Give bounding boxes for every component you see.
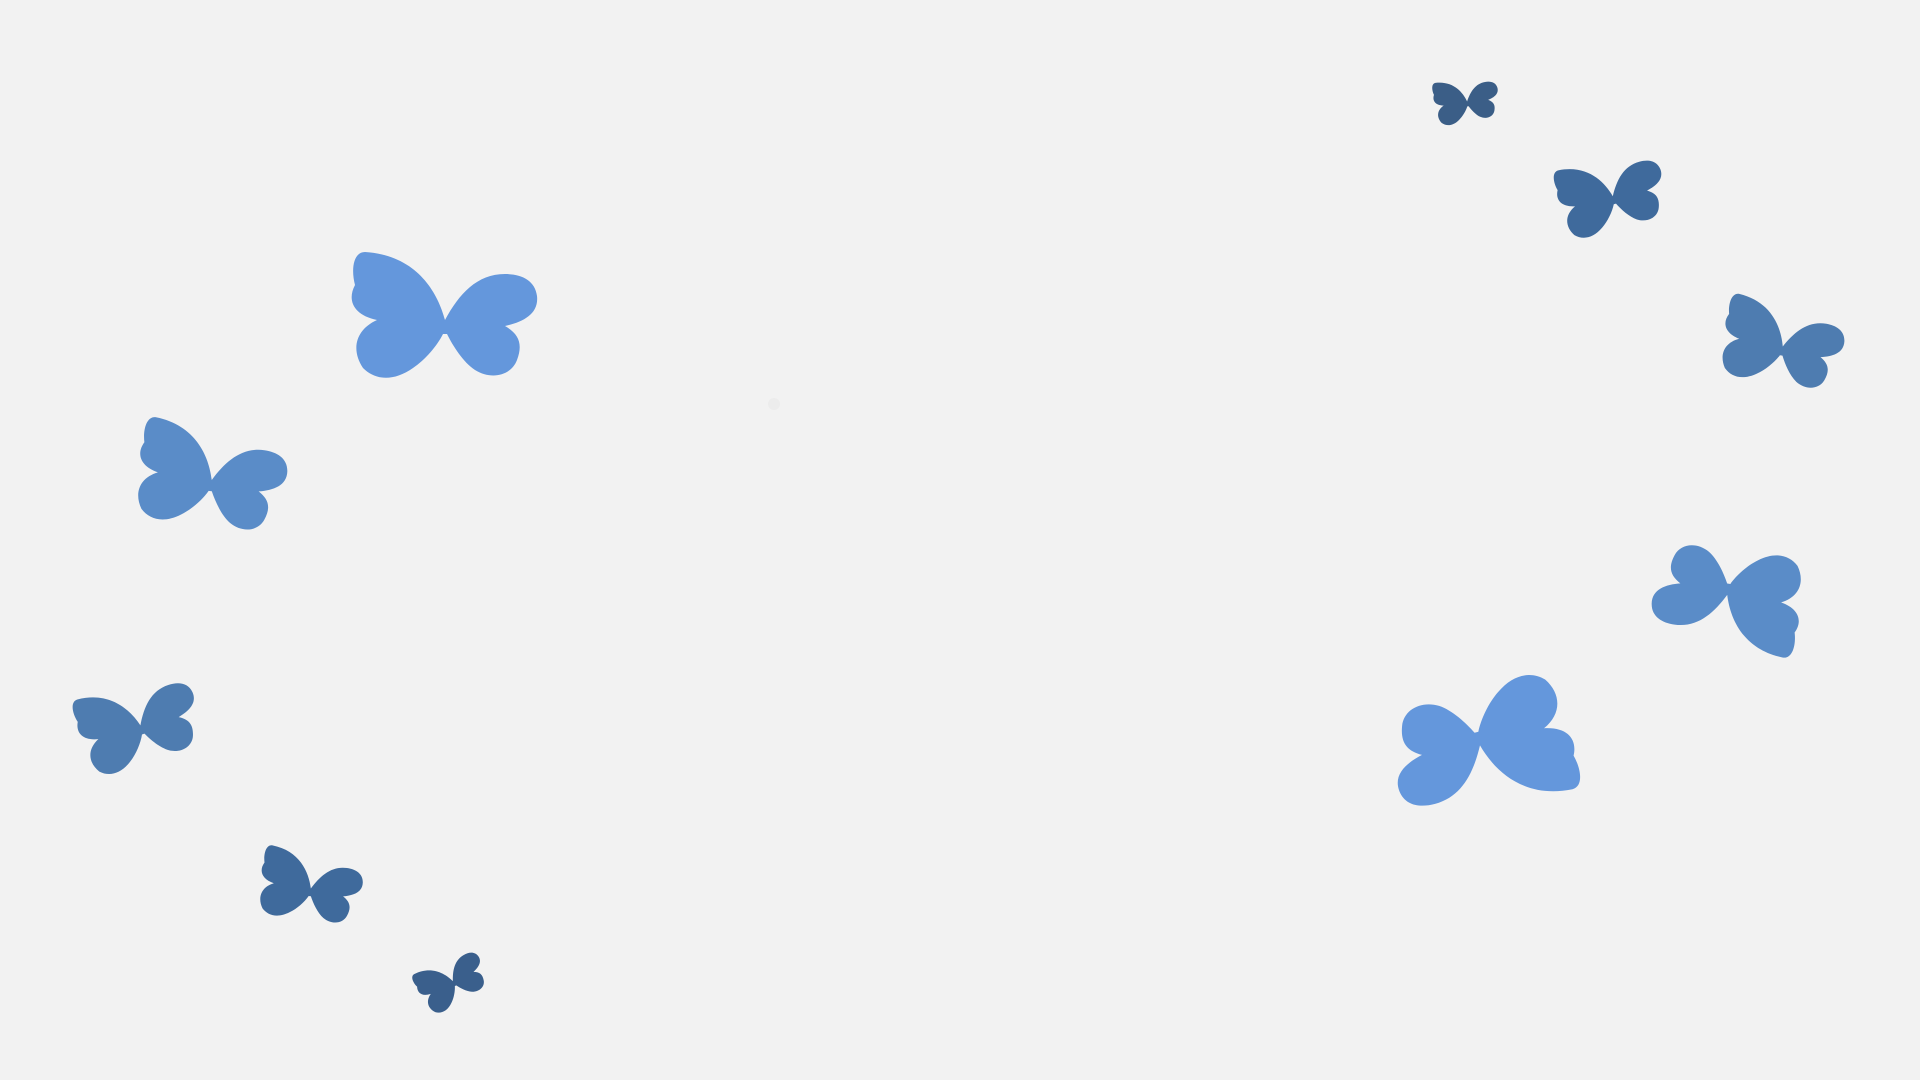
butterfly-icon — [251, 842, 370, 931]
butterfly-shape — [1397, 674, 1580, 806]
butterfly-icon — [345, 250, 545, 386]
center-dot — [768, 398, 780, 410]
butterfly-icon — [1428, 71, 1505, 130]
butterfly-icon — [1640, 531, 1814, 661]
butterfly-icon — [407, 939, 497, 1021]
butterfly-icon — [125, 413, 299, 543]
butterfly-shape — [72, 683, 194, 774]
butterfly-icon — [1369, 658, 1592, 837]
butterfly-shape — [1553, 160, 1661, 238]
butterfly-icon — [65, 662, 216, 786]
butterfly-shape — [260, 844, 363, 923]
butterfly-shape — [1722, 293, 1845, 388]
butterfly-shape — [1432, 81, 1498, 126]
butterfly-shape — [351, 252, 538, 378]
butterfly-shape — [138, 416, 288, 530]
butterfly-icon — [1546, 142, 1677, 247]
butterfly-icon — [1711, 290, 1854, 400]
butterfly-shape — [411, 952, 484, 1013]
butterfly-shape — [1651, 544, 1801, 658]
